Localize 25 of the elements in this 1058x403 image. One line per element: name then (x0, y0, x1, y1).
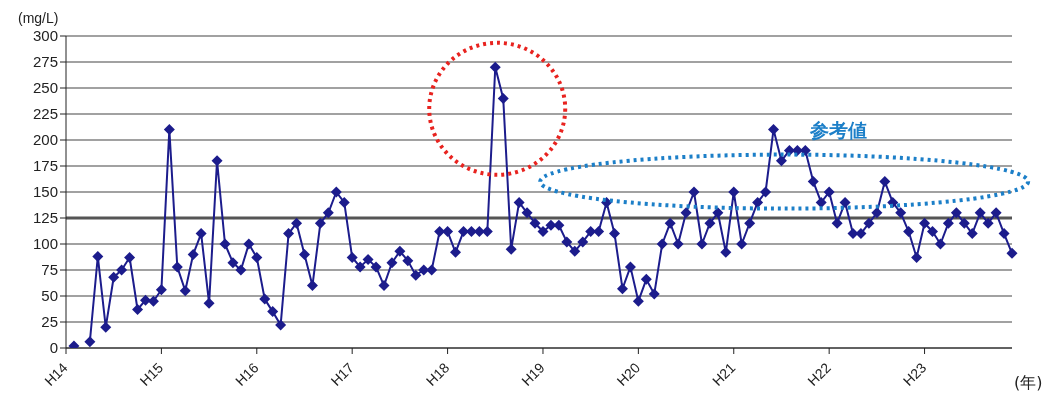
y-tick-label: 50 (41, 287, 58, 305)
y-tick-label: 200 (32, 131, 58, 149)
y-tick-label: 225 (32, 105, 58, 123)
x-tick-label: H15 (136, 359, 167, 389)
x-tick-label: H19 (518, 359, 548, 389)
x-tick-label: H21 (709, 359, 739, 389)
annotation: 参考値 (810, 117, 868, 143)
x-tick-label: H16 (232, 359, 262, 389)
y-tick-label: 0 (49, 339, 58, 357)
y-tick-label: 150 (32, 183, 58, 201)
y-tick-label: 175 (32, 157, 58, 175)
y-tick-label: 100 (32, 235, 58, 253)
x-tick-label: H23 (899, 359, 930, 389)
y-tick-label: 250 (32, 79, 58, 97)
x-tick-label: H22 (804, 359, 835, 389)
y-tick-label: 75 (41, 261, 58, 279)
x-axis-title: (年) (1014, 373, 1043, 394)
x-tick-label: H14 (41, 359, 71, 389)
y-tick-label: 125 (32, 209, 58, 227)
y-tick-label: 300 (32, 27, 58, 45)
y-axis-title: (mg/L) (18, 10, 59, 26)
y-tick-label: 275 (32, 53, 58, 71)
y-tick-label: 25 (41, 313, 58, 331)
x-tick-label: H20 (613, 359, 644, 389)
x-tick-label: H18 (422, 359, 453, 389)
